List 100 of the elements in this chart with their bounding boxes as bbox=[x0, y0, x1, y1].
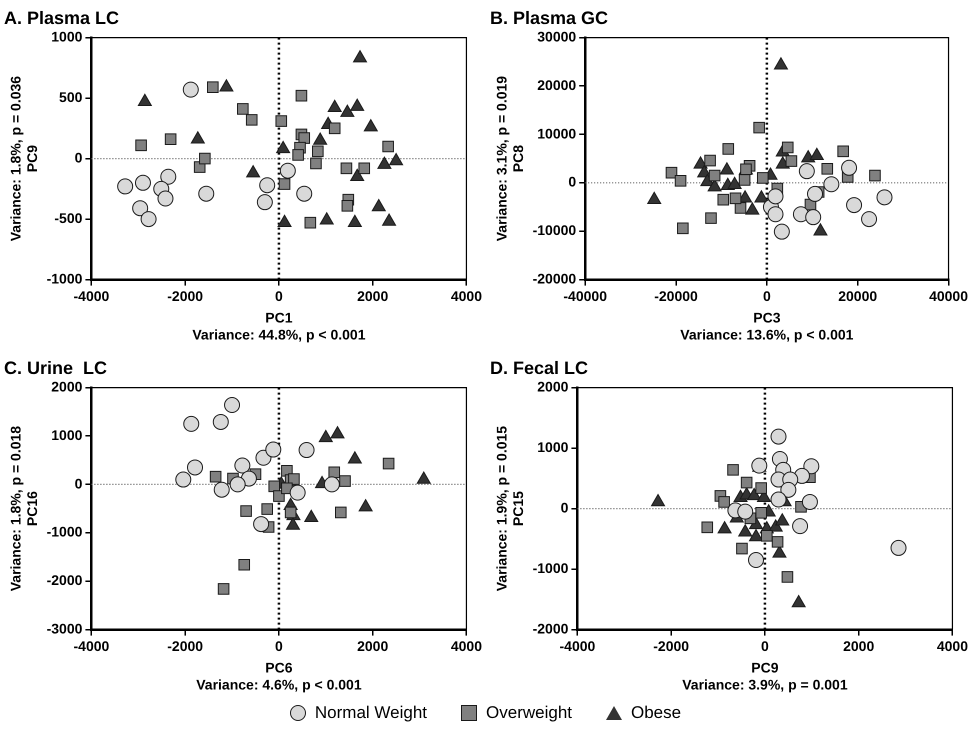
x-tick-label: 0 bbox=[761, 638, 770, 654]
x-tick-label: -2000 bbox=[167, 288, 204, 304]
x-axis-title: PC6 Variance: 4.6%, p < 0.001 bbox=[196, 660, 362, 692]
point bbox=[339, 475, 351, 487]
x-tick-label: 2000 bbox=[357, 288, 388, 304]
chart-title: A. Plasma LC bbox=[4, 8, 120, 28]
point bbox=[164, 133, 176, 146]
chart-title: C. Urine LC bbox=[4, 358, 108, 378]
point bbox=[140, 211, 157, 228]
point bbox=[780, 482, 796, 498]
point bbox=[312, 146, 324, 158]
point bbox=[890, 540, 907, 556]
point bbox=[782, 142, 794, 154]
x-tick-label: -40000 bbox=[563, 288, 608, 304]
point bbox=[324, 476, 340, 492]
legend-label: Obese bbox=[631, 703, 682, 723]
point bbox=[718, 496, 730, 508]
y-tick-label: 30000 bbox=[537, 28, 576, 44]
point bbox=[767, 188, 784, 204]
legend-label: Overweight bbox=[486, 703, 572, 723]
x-tick-label: 20000 bbox=[838, 288, 878, 304]
x-tick-label: -4000 bbox=[74, 288, 110, 304]
point bbox=[218, 583, 230, 595]
x-axis-title: PC3 Variance: 13.6%, p < 0.001 bbox=[680, 310, 854, 342]
point bbox=[753, 122, 765, 134]
point bbox=[846, 197, 862, 214]
point bbox=[821, 162, 834, 175]
y-tick-label: 20000 bbox=[537, 76, 576, 93]
point bbox=[296, 90, 308, 102]
y-axis-title: Variance: 3.1%, p = 0.019 PC8 bbox=[493, 76, 526, 242]
chart-title: B. Plasma GC bbox=[490, 8, 608, 28]
y-tick-label: 0 bbox=[74, 475, 83, 492]
x-tick-label: -2000 bbox=[653, 638, 690, 654]
point bbox=[298, 132, 310, 144]
point bbox=[261, 503, 273, 515]
x-tick-label: 4000 bbox=[936, 638, 968, 654]
point bbox=[230, 476, 246, 492]
point bbox=[328, 122, 341, 134]
point bbox=[767, 206, 784, 222]
x-tick-label: -4000 bbox=[560, 638, 596, 654]
point bbox=[183, 416, 200, 432]
point bbox=[792, 594, 806, 608]
point bbox=[734, 202, 746, 214]
y-tick-label: -1000 bbox=[532, 560, 569, 576]
point bbox=[117, 178, 134, 194]
point bbox=[876, 189, 892, 206]
point bbox=[701, 522, 714, 534]
point bbox=[296, 186, 312, 202]
point bbox=[760, 530, 773, 542]
point bbox=[717, 194, 730, 206]
x-axis-title: PC9 Variance: 3.9%, p = 0.001 bbox=[682, 660, 848, 692]
y-tick-label: -1000 bbox=[46, 270, 83, 286]
point bbox=[182, 82, 199, 98]
point bbox=[278, 178, 290, 190]
point bbox=[805, 209, 822, 226]
point bbox=[275, 115, 288, 127]
point bbox=[802, 494, 818, 510]
x-tick-label: -20000 bbox=[654, 288, 698, 304]
y-axis-title: Variance: 1.9%, p = 0.015 PC15 bbox=[493, 426, 526, 592]
point bbox=[224, 397, 240, 414]
point bbox=[304, 216, 316, 229]
y-tick-label: 1000 bbox=[51, 426, 83, 443]
chart-title: D. Fecal LC bbox=[490, 358, 588, 378]
point bbox=[210, 470, 222, 482]
point bbox=[736, 542, 748, 554]
point bbox=[135, 139, 147, 152]
point bbox=[292, 149, 304, 161]
point bbox=[298, 442, 315, 458]
point bbox=[175, 472, 192, 488]
y-tick-label: -2000 bbox=[532, 620, 569, 636]
point bbox=[705, 212, 717, 224]
y-axis-title: Variance: 1.8%, p = 0.036 PC9 bbox=[7, 76, 40, 242]
y-tick-label: 500 bbox=[59, 88, 83, 105]
point bbox=[823, 176, 840, 192]
point bbox=[730, 192, 742, 204]
point bbox=[237, 103, 249, 115]
y-axis-title: Variance: 1.8%, p = 0.018 PC16 bbox=[7, 426, 40, 592]
point bbox=[253, 516, 270, 532]
x-tick-label: -2000 bbox=[167, 638, 204, 654]
y-tick-label: 10000 bbox=[537, 125, 576, 142]
point bbox=[770, 428, 787, 445]
x-tick-label: 2000 bbox=[843, 638, 874, 654]
point bbox=[755, 482, 767, 494]
y-tick-label: 2000 bbox=[51, 378, 83, 394]
y-tick-label: 1000 bbox=[51, 28, 83, 44]
x-tick-label: 0 bbox=[762, 288, 771, 304]
point bbox=[238, 558, 250, 571]
point bbox=[708, 170, 720, 182]
point bbox=[740, 476, 752, 488]
point bbox=[246, 114, 258, 126]
y-tick-label: -2000 bbox=[46, 572, 83, 588]
point bbox=[382, 140, 394, 152]
y-tick-label: -10000 bbox=[532, 222, 576, 238]
point bbox=[677, 222, 689, 234]
y-tick-label: 1000 bbox=[537, 438, 569, 455]
point bbox=[782, 571, 794, 583]
point bbox=[772, 536, 784, 548]
y-tick-label: 0 bbox=[74, 149, 83, 166]
y-tick-label: 2000 bbox=[537, 378, 569, 394]
point bbox=[738, 174, 750, 186]
